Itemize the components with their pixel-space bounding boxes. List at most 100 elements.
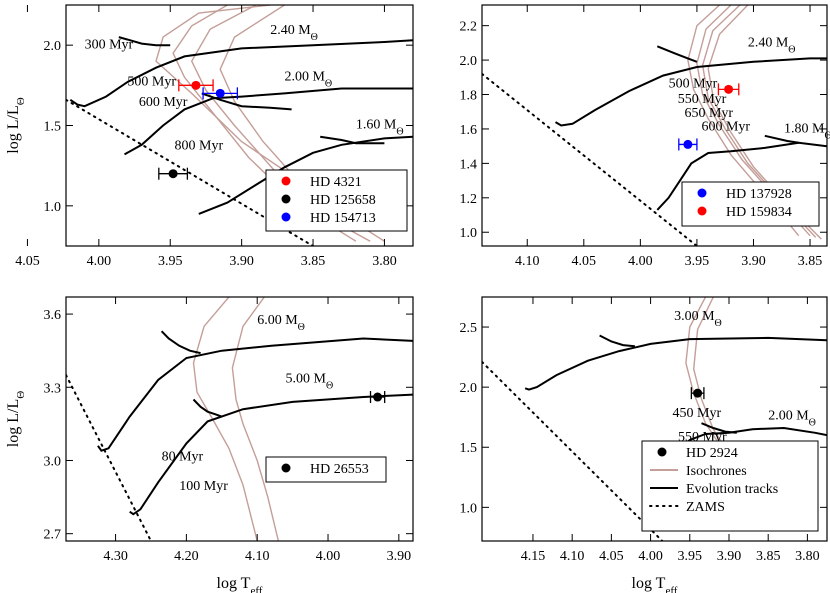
track-6.00: [97, 337, 413, 452]
track-3.00-hook: [599, 334, 636, 348]
x-axis-label: log Teff: [217, 575, 263, 593]
legend-entry: Evolution tracks: [686, 482, 778, 497]
annotation-label: 300 Myr: [85, 37, 134, 52]
plot-frame: [481, 4, 828, 247]
annotation-label: 2.00 MΘ: [768, 409, 816, 429]
x-tick-label: 4.00: [87, 254, 112, 269]
star-hd-137928-point: [683, 139, 693, 149]
y-tick-label: 1.5: [460, 441, 478, 456]
annotation-label: 100 Myr: [179, 479, 228, 494]
plot-area: [66, 297, 413, 541]
x-tick-label: 4.00: [638, 549, 663, 564]
track-2.00: [124, 87, 413, 156]
x-tick-label: 3.95: [685, 254, 710, 269]
track-1.60-hook: [320, 135, 385, 145]
legend-marker: [281, 463, 291, 473]
y-axis-label: log L/LΘ: [5, 97, 27, 153]
legend: HD 26553: [265, 456, 387, 483]
annotation-label: 2.40 MΘ: [270, 23, 318, 43]
legend-marker: [697, 188, 707, 198]
y-tick-label: 1.0: [460, 226, 478, 241]
text-subscript: Θ: [15, 97, 27, 105]
x-tick-label: 3.95: [678, 549, 703, 564]
y-tick-label: 1.2: [460, 192, 478, 207]
x-tick-label: 3.95: [158, 254, 183, 269]
track-5.00: [129, 393, 413, 516]
annotation-label: 550 Myr: [678, 92, 727, 107]
y-tick-label: 1.0: [44, 200, 62, 215]
track-5.00-hook: [192, 398, 223, 418]
track-3.00: [524, 336, 827, 391]
y-tick-label: 2.0: [44, 39, 62, 54]
text-subscript: Θ: [311, 31, 318, 42]
x-axis-label: log Teff: [632, 575, 678, 593]
zams-line: [482, 360, 664, 541]
text-part: 1.80 M: [784, 121, 825, 136]
x-tick-label: 3.90: [741, 254, 766, 269]
star-hd-2924-point: [693, 388, 703, 398]
star-hd-154713-point: [215, 88, 225, 98]
track-1.80-hook: [764, 134, 799, 144]
annotation-label: 3.00 MΘ: [674, 309, 722, 329]
text-subscript: eff: [250, 585, 262, 593]
text-part: log L/L: [5, 105, 22, 153]
y-tick-label: 1.4: [460, 157, 478, 172]
y-tick-label: 2.7: [44, 528, 62, 543]
text-part: log L/L: [5, 399, 22, 447]
x-tick-label: 3.80: [372, 254, 397, 269]
text-part: log T: [632, 575, 666, 592]
x-tick-label: 4.05: [572, 254, 597, 269]
legend-entry: HD 137928: [726, 187, 792, 202]
x-tick-label: 4.10: [560, 549, 585, 564]
legend-marker: [281, 194, 291, 204]
y-tick-label: 3.6: [44, 308, 62, 323]
legend: HD 137928 HD 159834: [681, 181, 820, 227]
annotation-label: 800 Myr: [175, 139, 224, 154]
plot-area: [66, 5, 413, 246]
isochrone-80-myr: [192, 297, 258, 541]
legend: HD 4321 HD 125658 HD 154713: [265, 169, 408, 232]
annotation-label: 500 Myr: [127, 74, 176, 89]
y-axis-label: log L/LΘ: [5, 391, 27, 447]
annotation-label: 1.60 MΘ: [356, 118, 404, 138]
x-tick-label: 4.15: [521, 549, 546, 564]
y-tick-label: 3.3: [44, 381, 62, 396]
legend-entry: Isochrones: [686, 464, 747, 479]
track-6.00-hook: [160, 330, 201, 355]
legend-frame: [681, 181, 820, 227]
y-tick-label: 3.0: [44, 454, 62, 469]
zams-line: [66, 374, 152, 541]
text-subscript: Θ: [809, 417, 816, 428]
legend-entry: HD 4321: [310, 175, 362, 190]
x-tick-label: 4.00: [628, 254, 653, 269]
annotation-label: 1.80 MΘ: [784, 121, 830, 141]
track-2.00-hook: [701, 422, 737, 434]
x-tick-label: 3.85: [798, 254, 823, 269]
legend-entry: HD 154713: [310, 211, 376, 226]
x-tick-label: 3.85: [756, 549, 781, 564]
text-subscript: Θ: [326, 380, 333, 391]
annotation-label: 5.00 MΘ: [286, 371, 334, 391]
annotation-label: 80 Myr: [162, 449, 204, 464]
y-tick-label: 1.0: [460, 501, 478, 516]
legend-entry: HD 159834: [726, 205, 792, 220]
text-subscript: eff: [665, 585, 677, 593]
star-hd-4321-point: [191, 80, 201, 90]
zams-line: [482, 72, 698, 246]
plot-frame: [65, 296, 414, 542]
legend: HD 2924 Isochrones Evolution tracks ZAMS: [641, 440, 819, 532]
track-1.60: [198, 135, 413, 215]
legend-marker: [697, 206, 707, 216]
legend-marker: [281, 212, 291, 222]
track-2.40-hook: [118, 36, 171, 47]
x-tick-label: 3.90: [717, 549, 742, 564]
x-tick-label: 3.90: [387, 549, 412, 564]
text-part: log T: [217, 575, 251, 592]
isochrone-100-myr: [231, 297, 280, 541]
annotation-label: 650 Myr: [684, 106, 733, 121]
